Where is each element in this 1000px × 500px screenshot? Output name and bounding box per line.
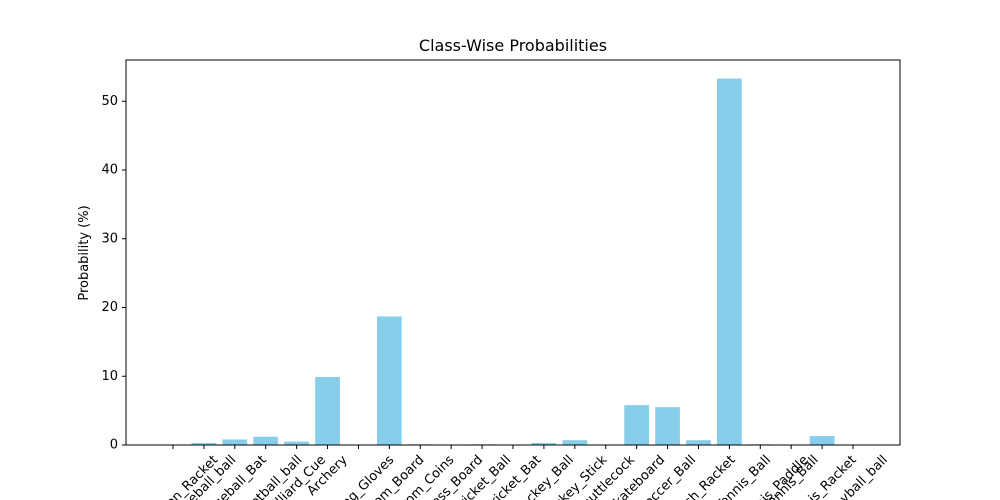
y-tick-label: 30 [101,231,118,246]
y-axis-label: Probability (%) [77,205,92,300]
chart-title: Class-Wise Probabilities [419,36,607,55]
y-tick-label: 0 [110,438,118,453]
bar [253,436,279,445]
bar [531,442,557,445]
bar [284,441,309,445]
bar [809,436,835,445]
bar [191,442,217,445]
bar [655,407,680,445]
bar [686,440,711,445]
y-tick-label: 10 [101,369,118,384]
bar [562,440,588,445]
bar [624,405,650,445]
bar [376,316,402,445]
y-tick-label: 40 [101,163,118,178]
bar [717,78,742,445]
bar [222,439,248,445]
bar [315,376,340,445]
y-tick-label: 20 [101,300,118,315]
plot-frame [125,59,901,446]
y-tick-label: 50 [101,94,118,109]
